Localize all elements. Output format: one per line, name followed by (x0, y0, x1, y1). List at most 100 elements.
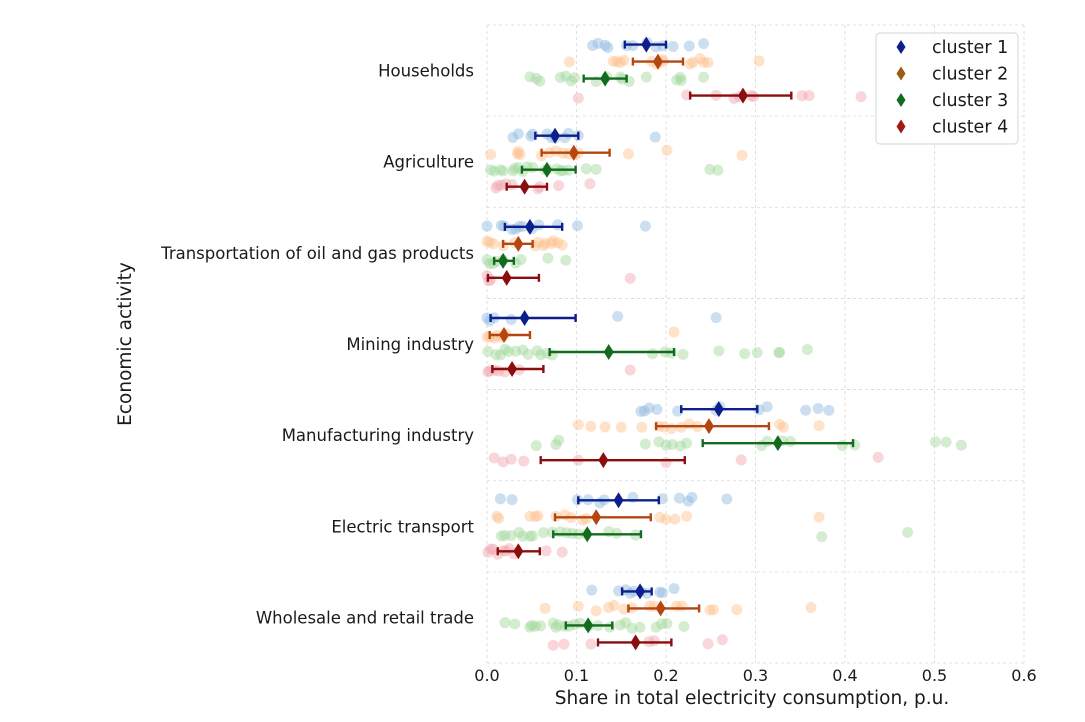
data-point-cluster-3 (497, 165, 509, 177)
error-bar-cluster-3 (701, 435, 855, 452)
legend-diamond-icon (896, 119, 906, 134)
data-point-cluster-3 (620, 617, 632, 629)
legend-diamond-icon (896, 66, 906, 81)
data-point-cluster-4 (488, 452, 500, 464)
data-point-cluster-3 (527, 161, 539, 173)
data-point-cluster-4 (485, 543, 497, 555)
mean-marker (541, 161, 552, 178)
legend-item-cluster-4: cluster 4 (896, 118, 1008, 138)
y-axis-label: Economic activity (115, 262, 136, 426)
data-point-cluster-4 (547, 639, 559, 651)
data-point-cluster-2 (524, 510, 536, 522)
legend-diamond-icon (896, 40, 906, 54)
data-point-cluster-3 (550, 621, 562, 633)
data-point-cluster-3 (674, 71, 686, 83)
data-point-cluster-3 (674, 440, 686, 452)
data-point-cluster-2 (753, 55, 765, 67)
error-bar-cluster-4 (486, 269, 541, 286)
mean-marker (498, 252, 509, 269)
data-point-cluster-3 (940, 436, 952, 448)
data-point-cluster-3 (849, 439, 861, 451)
data-point-cluster-4 (796, 90, 808, 102)
data-point-cluster-3 (569, 72, 581, 84)
category-label: Wholesale and retail trade (256, 608, 474, 627)
mean-marker (513, 235, 524, 252)
data-point-cluster-3 (678, 620, 690, 632)
mean-marker (713, 401, 724, 418)
data-point-cluster-3 (677, 348, 689, 360)
data-point-cluster-3 (499, 617, 511, 629)
data-point-cluster-2 (622, 148, 634, 160)
data-point-cluster-3 (739, 348, 751, 360)
data-point-cluster-3 (522, 348, 534, 360)
data-point-cluster-1 (639, 405, 651, 417)
data-point-cluster-2 (669, 513, 681, 525)
data-point-cluster-2 (654, 511, 666, 523)
error-bar-cluster-2 (553, 509, 652, 526)
data-point-cluster-2 (585, 420, 597, 432)
data-point-cluster-2 (774, 418, 786, 430)
data-point-cluster-4 (624, 272, 636, 284)
data-point-cluster-2 (614, 57, 626, 69)
data-point-cluster-3 (535, 620, 547, 632)
data-point-cluster-3 (510, 345, 522, 357)
data-point-cluster-2 (636, 421, 648, 433)
mean-marker (772, 435, 783, 452)
data-point-cluster-2 (532, 510, 544, 522)
mean-marker (652, 53, 663, 70)
data-point-cluster-4 (490, 182, 502, 194)
data-point-cluster-2 (702, 56, 714, 68)
data-point-cluster-2 (537, 240, 549, 252)
data-point-cluster-4 (506, 179, 518, 191)
data-point-cluster-3 (902, 526, 914, 538)
data-point-cluster-2 (514, 148, 526, 160)
mean-marker (591, 509, 602, 526)
data-point-cluster-3 (499, 529, 511, 541)
mean-marker (499, 327, 510, 343)
data-point-cluster-1 (562, 127, 574, 139)
data-point-cluster-1 (698, 38, 710, 50)
x-tick-label: 0.6 (1011, 666, 1036, 685)
error-bar-cluster-4 (491, 361, 545, 377)
data-point-cluster-4 (660, 457, 672, 469)
data-point-cluster-1 (656, 587, 668, 599)
data-point-cluster-1 (612, 310, 624, 322)
data-point-cluster-1 (639, 220, 651, 232)
data-point-cluster-3 (485, 164, 497, 176)
data-point-cluster-3 (712, 164, 724, 176)
error-bar-cluster-4 (596, 634, 673, 651)
data-point-cluster-3 (666, 439, 678, 451)
data-point-cluster-3 (774, 346, 786, 358)
data-point-cluster-3 (505, 530, 517, 542)
data-point-cluster-3 (495, 530, 507, 542)
data-point-cluster-4 (495, 179, 507, 191)
data-point-cluster-2 (698, 56, 710, 68)
error-bar-cluster-2 (540, 144, 611, 161)
error-bar-cluster-2 (654, 418, 771, 435)
error-bar-cluster-3 (564, 617, 614, 634)
data-point-cluster-3 (626, 622, 638, 634)
data-point-cluster-1 (592, 37, 604, 49)
data-point-cluster-3 (526, 619, 538, 631)
data-point-cluster-2 (485, 149, 497, 161)
data-point-cluster-3 (554, 71, 566, 83)
error-bar-cluster-2 (501, 235, 534, 252)
data-point-cluster-2 (539, 237, 551, 249)
grid (486, 24, 1025, 664)
category-label: Agriculture (383, 153, 474, 172)
data-point-cluster-2 (580, 512, 592, 524)
data-point-cluster-1 (599, 39, 611, 51)
data-point-cluster-4 (572, 92, 584, 104)
data-point-cluster-4 (497, 456, 509, 468)
data-point-cluster-3 (955, 439, 967, 451)
data-point-cluster-3 (537, 527, 549, 539)
data-point-cluster-2 (481, 235, 493, 247)
error-bar-cluster-4 (539, 452, 686, 469)
data-point-cluster-2 (676, 600, 688, 612)
data-point-cluster-3 (531, 345, 543, 357)
data-point-cluster-2 (487, 238, 499, 250)
data-point-cluster-4 (735, 454, 747, 466)
error-bar-cluster-3 (582, 70, 628, 87)
mean-marker (635, 583, 646, 600)
mean-marker (703, 418, 714, 435)
